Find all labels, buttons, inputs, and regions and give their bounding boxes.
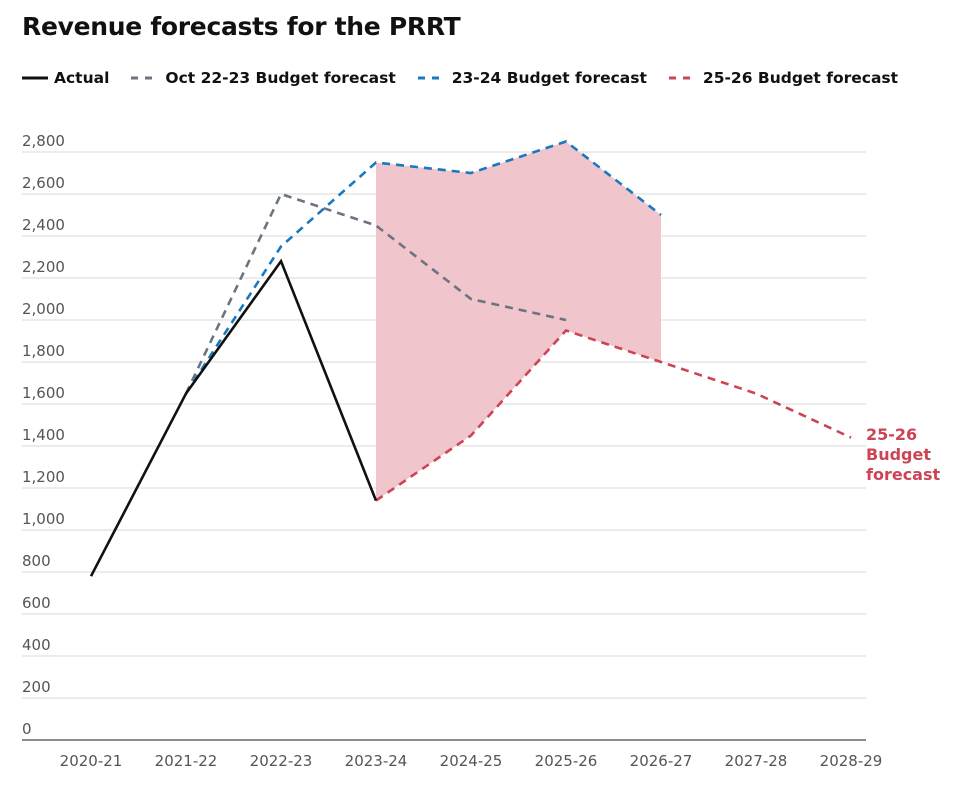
legend-label-actual: Actual bbox=[54, 69, 110, 87]
y-tick-label: 2,200 bbox=[22, 258, 65, 276]
y-tick-label: 2,000 bbox=[22, 300, 65, 318]
x-tick-label: 2020-21 bbox=[60, 752, 123, 770]
chart-title: Revenue forecasts for the PRRT bbox=[22, 12, 461, 41]
y-tick-label: 400 bbox=[22, 636, 51, 654]
y-tick-label: 1,600 bbox=[22, 384, 65, 402]
y-tick-label: 0 bbox=[22, 720, 32, 738]
y-tick-label: 2,400 bbox=[22, 216, 65, 234]
legend-item-oct-22-23: Oct 22-23 Budget forecast bbox=[131, 69, 396, 87]
x-tick-label: 2021-22 bbox=[155, 752, 218, 770]
series-line-actual bbox=[89, 258, 378, 577]
y-tick-label: 800 bbox=[22, 552, 51, 570]
y-tick-label: 200 bbox=[22, 678, 51, 696]
series-end-label-line: 25-26 bbox=[866, 425, 917, 444]
y-tick-label: 1,000 bbox=[22, 510, 65, 528]
shaded-forecast-band bbox=[376, 141, 661, 501]
legend-swatch-actual bbox=[22, 76, 48, 80]
x-tick-label: 2027-28 bbox=[725, 752, 788, 770]
x-tick-label: 2024-25 bbox=[440, 752, 503, 770]
y-tick-label: 2,600 bbox=[22, 174, 65, 192]
legend-item-actual: Actual bbox=[22, 69, 109, 87]
legend-label-25-26: 25-26 Budget forecast bbox=[702, 69, 899, 87]
y-tick-label: 1,200 bbox=[22, 468, 65, 486]
series-end-label-line: Budget bbox=[866, 445, 931, 464]
legend-swatch-oct-22-23 bbox=[131, 76, 160, 80]
legend-item-25-26: 25-26 Budget forecast bbox=[668, 69, 899, 87]
x-tick-label: 2028-29 bbox=[820, 752, 883, 770]
y-tick-label: 1,400 bbox=[22, 426, 65, 444]
series-lines bbox=[89, 140, 852, 577]
y-tick-label: 600 bbox=[22, 594, 51, 612]
legend-item-23-24: 23-24 Budget forecast bbox=[417, 69, 647, 87]
legend-label-23-24: 23-24 Budget forecast bbox=[451, 69, 647, 87]
series-line-oct-22-23-budget-forecast bbox=[184, 192, 567, 395]
x-axis-ticks: 2020-21 2021-22 2022-23 2023-24 2024-25 2025-… bbox=[60, 752, 883, 770]
y-axis-ticks: 0 200 400 600 800 1,000 1,200 1,400 1,600 1,800 2,… bbox=[22, 132, 65, 738]
legend-swatch-25-26 bbox=[668, 76, 697, 80]
series-end-label-line: forecast bbox=[866, 465, 941, 484]
end-labels: 25-26 Budget forecast bbox=[866, 425, 941, 484]
x-tick-label: 2025-26 bbox=[535, 752, 598, 770]
x-tick-label: 2026-27 bbox=[630, 752, 693, 770]
series-line-23-24-budget-forecast bbox=[184, 140, 662, 395]
shaded-band bbox=[376, 141, 661, 501]
chart-legend: Actual Oct 22-23 Budget forecast 23-24 B… bbox=[22, 66, 920, 90]
legend-label-oct-22-23: Oct 22-23 Budget forecast bbox=[165, 69, 396, 87]
y-tick-label: 2,800 bbox=[22, 132, 65, 150]
x-tick-label: 2023-24 bbox=[345, 752, 408, 770]
y-tick-label: 1,800 bbox=[22, 342, 65, 360]
series-end-label: 25-26 Budget forecast bbox=[866, 425, 941, 484]
x-tick-label: 2022-23 bbox=[250, 752, 313, 770]
legend-swatch-23-24 bbox=[417, 76, 446, 80]
